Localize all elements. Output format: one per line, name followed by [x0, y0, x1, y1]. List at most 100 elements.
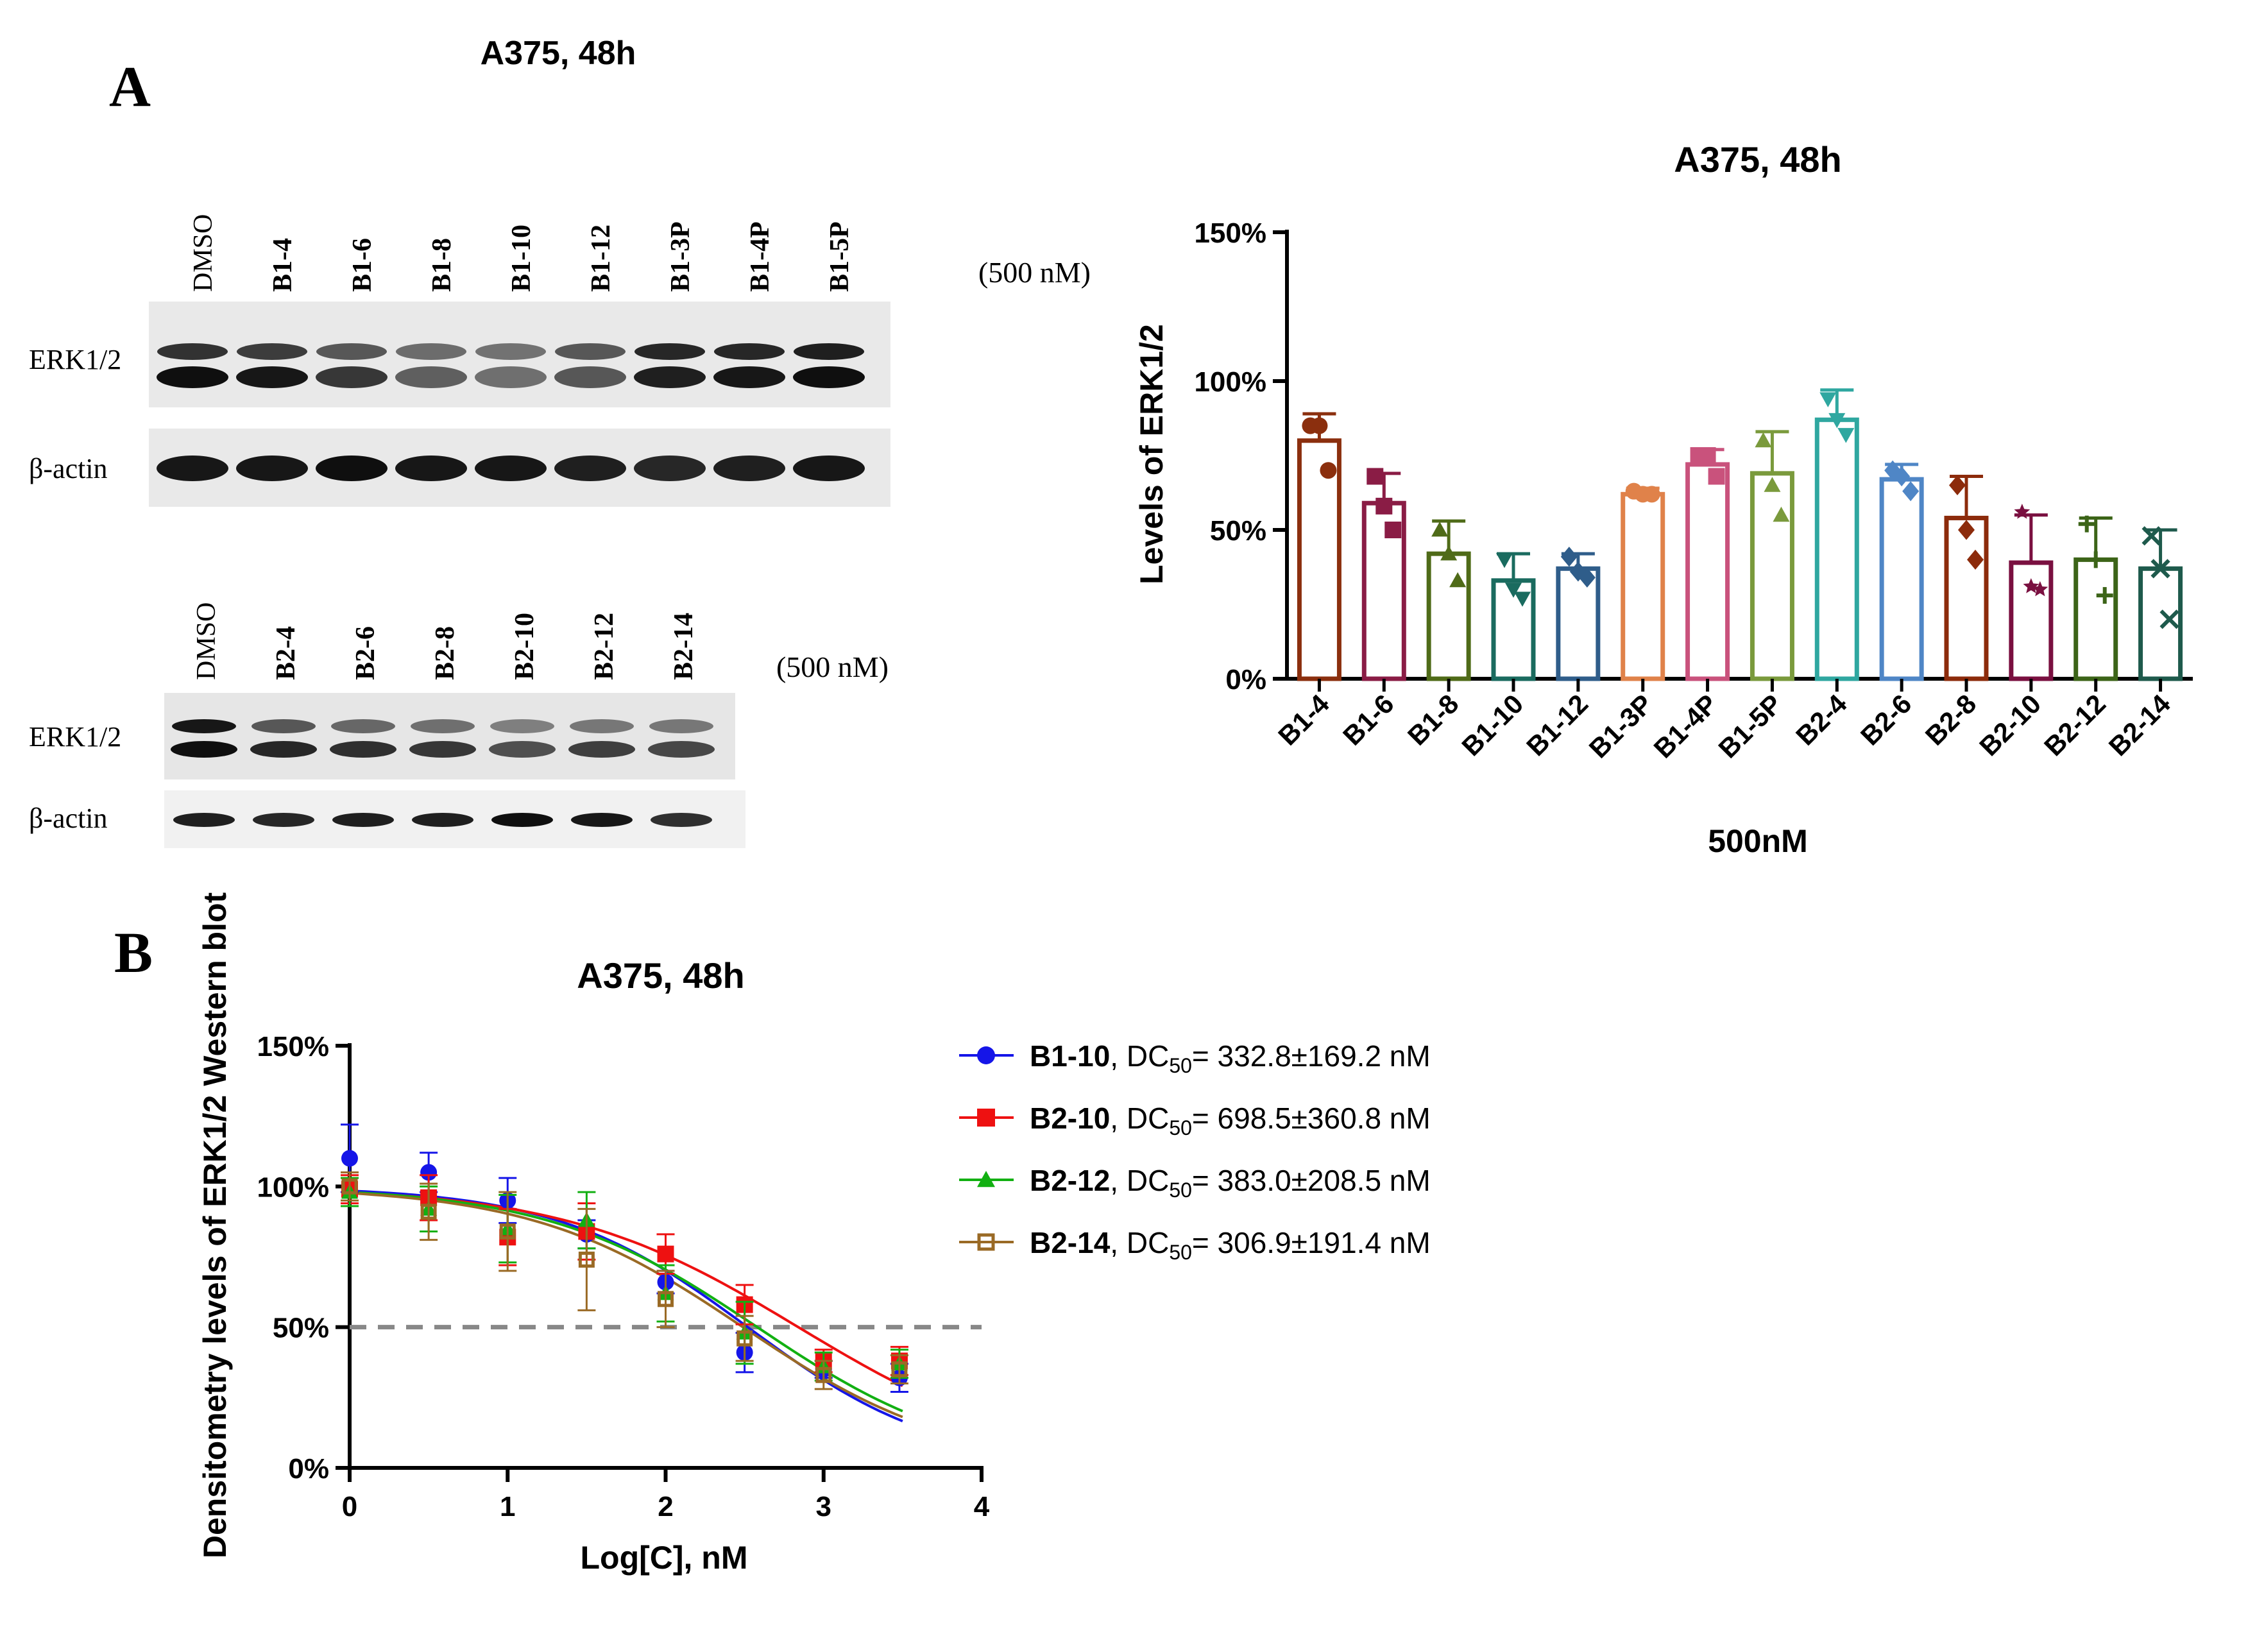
- blot1-erk-strip: [149, 302, 890, 407]
- x-tick-label: 3: [816, 1491, 831, 1522]
- blot1-actin-strip: [149, 429, 890, 507]
- data-point: [1819, 392, 1837, 407]
- lane-label: B1-10: [507, 225, 536, 292]
- lane-label: B2-6: [351, 626, 380, 680]
- erk-upper-band: [490, 719, 554, 733]
- blot1-lane-labels: DMSO B1-4 B1-6 B1-8 B1-10 B1-12 B1-3P B1-4P B1-5…: [189, 214, 855, 292]
- lane-label: B1-12: [586, 225, 616, 292]
- data-point: [420, 1204, 437, 1220]
- actin-band: [793, 456, 865, 481]
- dose-chart-title: A375, 48h: [577, 955, 745, 996]
- legend-dc-sub: 50: [1169, 1179, 1192, 1202]
- erk-upper-band: [649, 719, 713, 733]
- lane-label: B2-12: [590, 613, 619, 680]
- erk-lower-band: [171, 741, 237, 758]
- bar: [1944, 515, 1989, 681]
- data-point: [658, 1291, 674, 1307]
- erk-lower-band: [554, 366, 626, 388]
- x-tick-label: B1-3P: [1583, 688, 1658, 763]
- actin-band: [253, 813, 314, 827]
- lane-label: DMSO: [189, 214, 218, 292]
- data-point: [891, 1361, 908, 1377]
- lane-label: B1-4: [268, 238, 298, 292]
- data-point: [1773, 506, 1790, 522]
- data-point: [1708, 468, 1725, 485]
- legend-series-name: B1-10: [1030, 1039, 1110, 1073]
- data-point: [737, 1330, 753, 1347]
- erk-upper-band: [172, 719, 236, 733]
- erk-lower-band: [713, 366, 785, 388]
- blot2-erk-label: ERK1/2: [29, 721, 121, 753]
- data-point: [2096, 587, 2113, 604]
- legend-separator: ,: [1110, 1039, 1127, 1073]
- bar: [2073, 557, 2118, 681]
- legend-dc-sub: 50: [1169, 1241, 1192, 1264]
- erk-lower-band: [568, 741, 635, 758]
- legend-dc-prefix: DC: [1127, 1102, 1169, 1135]
- x-tick-label: B2-12: [2038, 688, 2111, 762]
- lane-label: DMSO: [192, 602, 221, 680]
- erk-upper-band: [331, 719, 395, 733]
- lane-label: B2-10: [510, 613, 540, 680]
- data-point: [420, 1164, 438, 1181]
- panel-b: B A375, 48h Densitometry levels of ERK1/…: [114, 892, 1431, 1576]
- data-point: [341, 1150, 358, 1167]
- data-point: [2159, 609, 2179, 629]
- data-point: [1643, 486, 1660, 503]
- data-point: [2087, 551, 2104, 568]
- dose-chart-xlabel: Log[C], nM: [580, 1540, 747, 1576]
- panel-label-b: B: [114, 921, 153, 985]
- bar-chart-marks: [1297, 388, 2183, 681]
- erk-upper-band: [396, 343, 466, 360]
- data-point: [1514, 592, 1531, 607]
- y-tick-label: 0%: [1225, 664, 1266, 695]
- erk-lower-band: [489, 741, 556, 758]
- bar: [1685, 462, 1730, 681]
- x-tick-label: B2-14: [2103, 688, 2177, 762]
- data-point: [1440, 545, 1458, 561]
- actin-band: [412, 813, 473, 827]
- data-point: [1560, 547, 1578, 567]
- data-point: [2032, 581, 2048, 597]
- data-point: [2014, 504, 2031, 519]
- lane-label: B1-4P: [745, 221, 775, 292]
- erk-lower-band: [250, 741, 317, 758]
- legend-marker: [977, 1046, 995, 1064]
- bar-chart-yticks: 0% 50% 100% 150%: [1194, 217, 1287, 695]
- erk-lower-band: [409, 741, 476, 758]
- x-tick-label: 2: [658, 1491, 673, 1522]
- data-point: [2023, 578, 2039, 593]
- lane-label: B1-5P: [825, 221, 855, 292]
- bar: [1556, 566, 1601, 681]
- y-tick-label: 100%: [257, 1171, 329, 1203]
- legend-label: B1-10, DC50= 332.8±169.2 nM: [1030, 1039, 1431, 1077]
- x-tick-label: 1: [500, 1491, 515, 1522]
- data-point: [2142, 526, 2161, 546]
- data-point: [1505, 583, 1522, 598]
- legend-marker: [977, 1233, 995, 1251]
- data-point: [1384, 522, 1402, 538]
- actin-band: [491, 813, 553, 827]
- erk-upper-band: [251, 719, 316, 733]
- data-point: [1893, 466, 1911, 487]
- dose-chart-points: [341, 1123, 908, 1393]
- x-tick-label: B1-6: [1337, 688, 1400, 751]
- actin-band: [173, 813, 235, 827]
- legend-separator: ,: [1110, 1102, 1127, 1135]
- erk-upper-band: [475, 343, 546, 360]
- fit-curve: [349, 1189, 903, 1422]
- legend-dc-value: = 383.0±208.5 nM: [1192, 1164, 1431, 1197]
- actin-band: [713, 456, 785, 481]
- erk-lower-band: [330, 741, 396, 758]
- blot2-actin-strip: [164, 790, 745, 848]
- lane-label: B1-6: [348, 238, 377, 292]
- erk-upper-band: [634, 343, 705, 360]
- erk-upper-band: [794, 343, 864, 360]
- legend-dc-prefix: DC: [1127, 1164, 1169, 1197]
- data-point: [1496, 553, 1513, 568]
- bar: [1814, 417, 1859, 681]
- erk-upper-band: [570, 719, 634, 733]
- bar-chart-xlabel: 500nM: [1708, 823, 1808, 859]
- actin-band: [634, 456, 706, 481]
